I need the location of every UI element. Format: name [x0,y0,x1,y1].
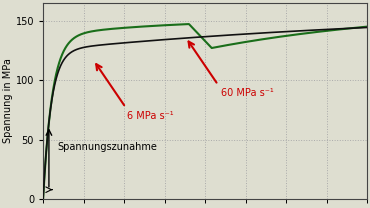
Text: Spannungszunahme: Spannungszunahme [58,142,158,152]
Text: 60 MPa s⁻¹: 60 MPa s⁻¹ [221,88,274,99]
Text: 6 MPa s⁻¹: 6 MPa s⁻¹ [127,111,174,121]
Y-axis label: Spannung in MPa: Spannung in MPa [3,59,13,144]
